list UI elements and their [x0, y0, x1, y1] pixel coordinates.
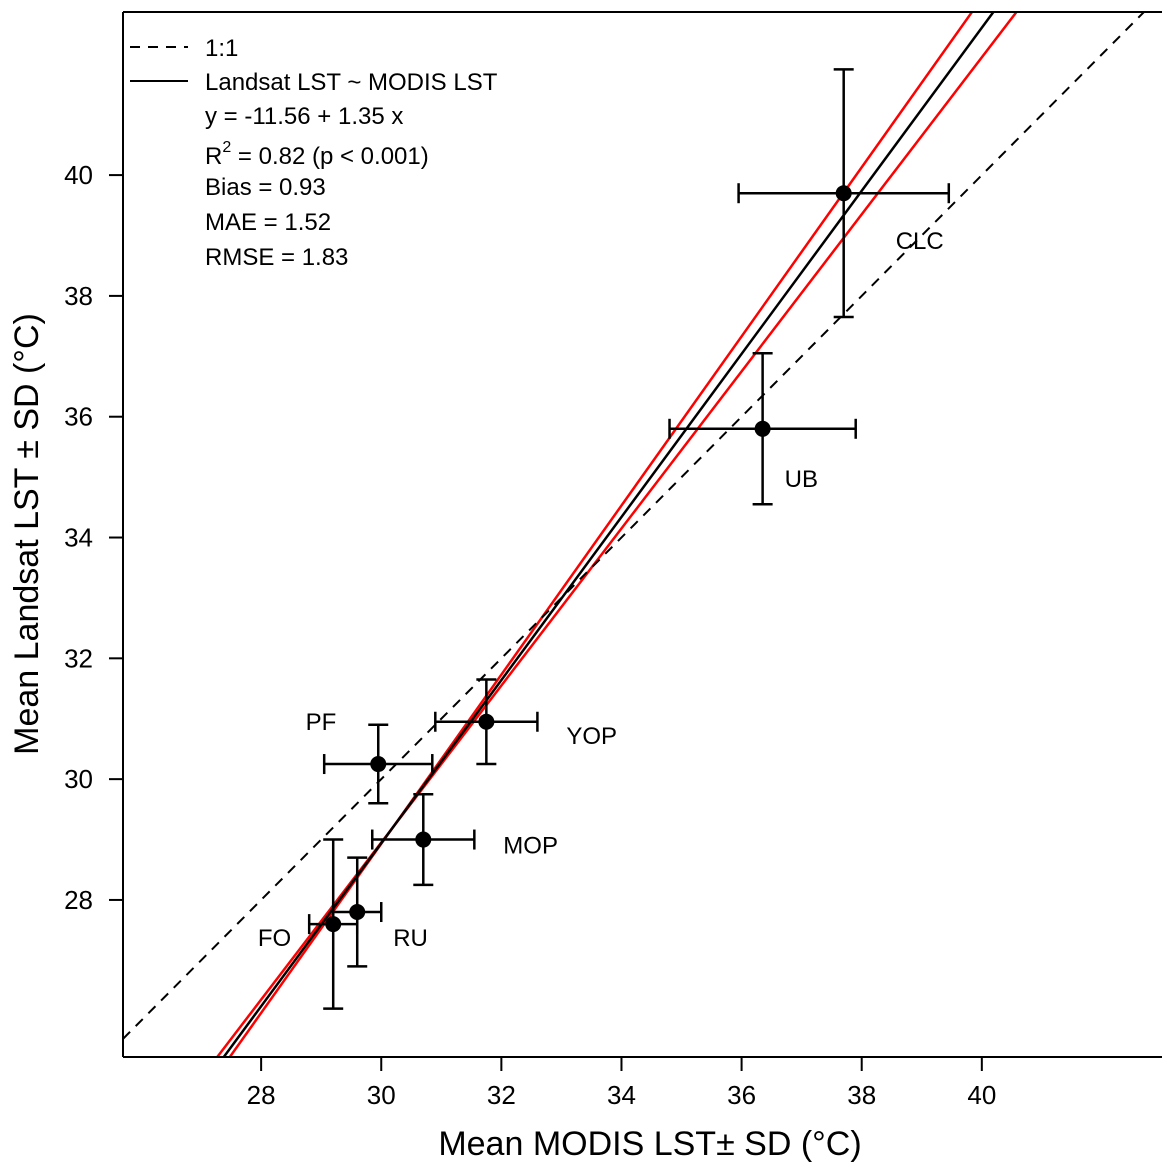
x-tick-label-30: 30 [367, 1080, 396, 1110]
point-label-pf: PF [306, 709, 337, 736]
r2-prefix: R [205, 143, 222, 170]
y-tick-label-28: 28 [64, 885, 93, 915]
x-tick-label-34: 34 [607, 1080, 636, 1110]
x-tick-label-28: 28 [247, 1080, 276, 1110]
y-tick-label-32: 32 [64, 643, 93, 673]
data-point-ru [349, 904, 366, 921]
legend-mae: MAE = 1.52 [205, 209, 331, 236]
legend-equation: y = -11.56 + 1.35 x [205, 103, 403, 130]
data-point-fo [325, 916, 342, 933]
point-label-clc: CLC [896, 228, 944, 255]
point-label-ub: UB [785, 466, 818, 493]
y-tick-label-34: 34 [64, 523, 93, 553]
legend-label-1-1: 1:1 [205, 35, 238, 62]
point-label-yop: YOP [566, 723, 617, 750]
r2-rest: = 0.82 (p < 0.001) [231, 143, 428, 170]
x-axis-title: Mean MODIS LST± SD (°C) [438, 1125, 861, 1163]
r2-superscript: 2 [222, 139, 231, 156]
x-tick-label-32: 32 [487, 1080, 516, 1110]
legend: 1:1 Landsat LST ~ MODIS LST y = -11.56 +… [130, 35, 498, 271]
data-point-pf [370, 756, 387, 773]
reference-line-1-1 [123, 12, 1146, 1040]
point-label-fo: FO [258, 925, 291, 952]
point-label-ru: RU [393, 925, 428, 952]
y-axis-title: Mean Landsat LST ± SD (°C) [8, 313, 46, 755]
data-point-mop [415, 831, 432, 848]
legend-label-fit: Landsat LST ~ MODIS LST [205, 69, 498, 96]
legend-bias: Bias = 0.93 [205, 174, 326, 201]
confidence-band-upper [228, 12, 974, 1057]
data-point-clc [835, 185, 852, 202]
legend-rmse: RMSE = 1.83 [205, 244, 348, 271]
data-point-ub [754, 420, 771, 437]
y-tick-label-36: 36 [64, 402, 93, 432]
x-tick-label-38: 38 [847, 1080, 876, 1110]
point-label-mop: MOP [503, 833, 558, 860]
data-point-yop [478, 713, 495, 730]
y-tick-label-30: 30 [64, 764, 93, 794]
y-tick-label-40: 40 [64, 160, 93, 190]
x-tick-label-40: 40 [967, 1080, 996, 1110]
x-tick-label-36: 36 [727, 1080, 756, 1110]
regression-fit-line [222, 12, 995, 1057]
y-tick-label-38: 38 [64, 281, 93, 311]
legend-r2: R2 = 0.82 (p < 0.001) [205, 139, 429, 170]
confidence-band-lower [215, 12, 1019, 1057]
